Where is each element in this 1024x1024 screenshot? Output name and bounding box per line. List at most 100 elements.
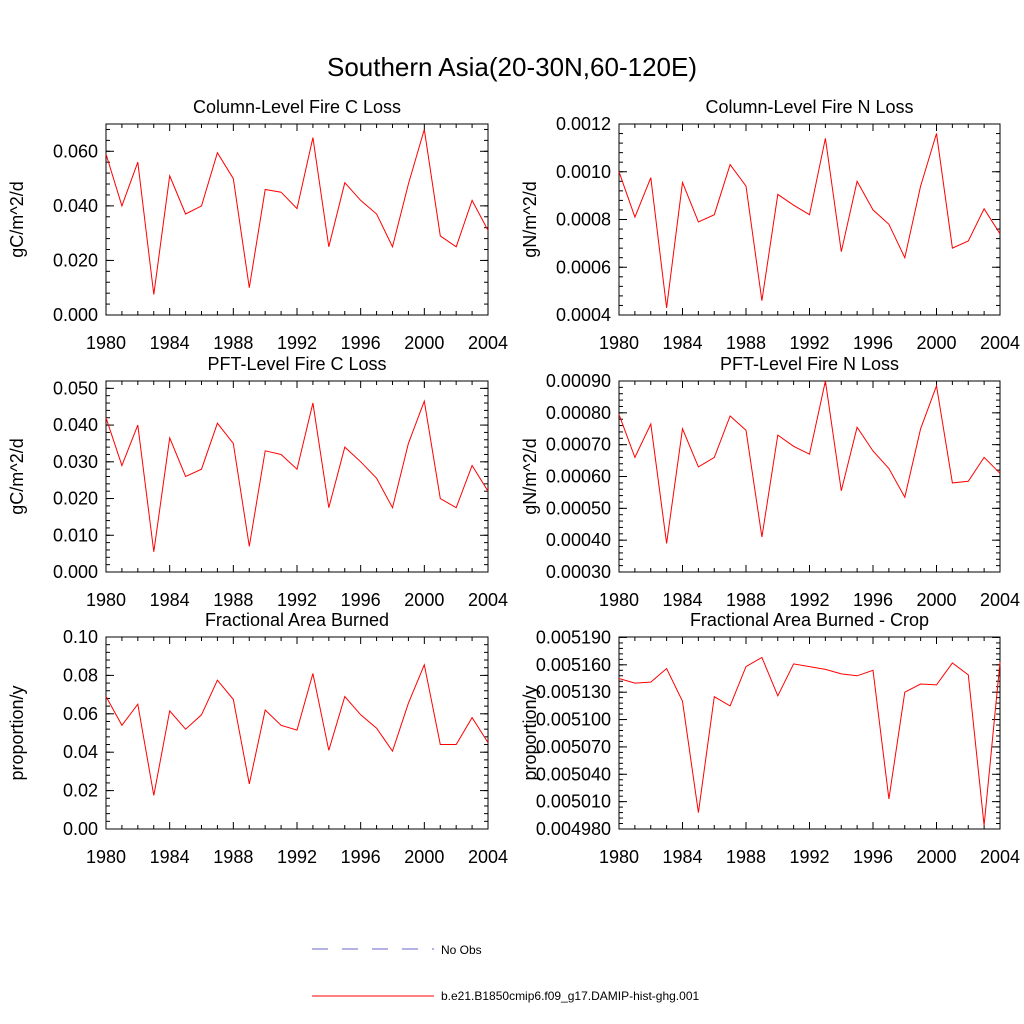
x-tick-label: 1988 <box>726 847 766 867</box>
x-tick-label: 2004 <box>980 590 1020 610</box>
y-axis-label: gC/m^2/d <box>7 181 27 257</box>
y-tick-label: 0.020 <box>53 489 98 509</box>
panel-title: Column-Level Fire C Loss <box>193 97 401 117</box>
y-tick-label: 0.010 <box>53 525 98 545</box>
y-tick-label: 0.06 <box>63 704 98 724</box>
plot-frame <box>618 123 1001 316</box>
chart-panel-3: PFT-Level Fire C Loss gC/m^2/d 1980 1984 198… <box>7 354 508 610</box>
x-tick-label: 1988 <box>213 333 253 353</box>
y-tick-label: 0.050 <box>53 378 98 398</box>
series-line <box>105 399 489 552</box>
x-tick-label: 2000 <box>404 333 444 353</box>
x-tick-label: 1992 <box>277 847 317 867</box>
y-axis-label: gN/m^2/d <box>520 181 540 257</box>
x-tick-label: 2000 <box>916 333 956 353</box>
x-tick-label: 1996 <box>853 847 893 867</box>
x-tick-label: 1984 <box>662 333 702 353</box>
y-tick-label: 0.00040 <box>546 530 611 550</box>
x-tick-label: 1992 <box>789 333 829 353</box>
y-tick-label: 0.005010 <box>536 792 611 812</box>
x-tick-label: 1980 <box>86 590 126 610</box>
y-tick-label: 0.030 <box>53 452 98 472</box>
x-tick-label: 1988 <box>213 590 253 610</box>
x-tick-label: 2000 <box>404 847 444 867</box>
chart-panel-4: PFT-Level Fire N Loss gN/m^2/d 1980 1984 198… <box>520 354 1020 610</box>
x-tick-label: 2004 <box>980 333 1020 353</box>
y-axis-label: proportion/y <box>7 685 27 780</box>
y-tick-label: 0.0010 <box>556 162 611 182</box>
series-line <box>618 656 1001 826</box>
y-tick-label: 0.00 <box>63 819 98 839</box>
x-tick-label: 1992 <box>789 847 829 867</box>
plot-frame <box>105 636 489 830</box>
legend-label-no-obs: No Obs <box>441 943 482 957</box>
x-tick-label: 2004 <box>980 847 1020 867</box>
x-tick-label: 1984 <box>662 590 702 610</box>
y-tick-label: 0.020 <box>53 250 98 270</box>
x-tick-label: 1984 <box>150 590 190 610</box>
y-tick-label: 0.00090 <box>546 371 611 391</box>
y-tick-label: 0.005070 <box>536 737 611 757</box>
chart-panel-6: Fractional Area Burned - Crop proportion/… <box>520 610 1020 867</box>
y-tick-label: 0.005100 <box>536 710 611 730</box>
x-tick-label: 1988 <box>726 590 766 610</box>
x-tick-label: 2000 <box>916 590 956 610</box>
x-tick-label: 2004 <box>468 333 508 353</box>
panel-title: Column-Level Fire N Loss <box>705 97 913 117</box>
panel-title: PFT-Level Fire N Loss <box>720 354 899 374</box>
panel-title: Fractional Area Burned <box>205 610 389 630</box>
x-tick-label: 2000 <box>404 590 444 610</box>
y-tick-label: 0.10 <box>63 627 98 647</box>
y-tick-label: 0.02 <box>63 781 98 801</box>
y-tick-label: 0.005130 <box>536 682 611 702</box>
y-tick-label: 0.000 <box>53 562 98 582</box>
x-tick-label: 1988 <box>726 333 766 353</box>
panel-title: PFT-Level Fire C Loss <box>207 354 386 374</box>
y-axis-label: gC/m^2/d <box>7 438 27 514</box>
panel-title: Fractional Area Burned - Crop <box>690 610 929 630</box>
y-tick-label: 0.00060 <box>546 467 611 487</box>
x-tick-label: 1984 <box>150 847 190 867</box>
y-axis-label: proportion/y <box>520 685 540 780</box>
x-tick-label: 1980 <box>599 847 639 867</box>
x-tick-label: 2004 <box>468 847 508 867</box>
x-tick-label: 1996 <box>853 590 893 610</box>
x-tick-label: 1988 <box>213 847 253 867</box>
x-tick-label: 1996 <box>341 333 381 353</box>
x-tick-label: 1996 <box>341 847 381 867</box>
x-tick-label: 1984 <box>150 333 190 353</box>
y-tick-label: 0.005190 <box>536 627 611 647</box>
y-tick-label: 0.00050 <box>546 498 611 518</box>
y-tick-label: 0.000 <box>53 305 98 325</box>
x-tick-label: 1980 <box>599 590 639 610</box>
y-tick-label: 0.060 <box>53 141 98 161</box>
x-tick-label: 1992 <box>277 333 317 353</box>
x-tick-label: 2004 <box>468 590 508 610</box>
x-tick-label: 1984 <box>662 847 702 867</box>
y-tick-label: 0.005160 <box>536 655 611 675</box>
x-tick-label: 2000 <box>916 847 956 867</box>
x-tick-label: 1996 <box>853 333 893 353</box>
series-line <box>618 133 1001 308</box>
chart-panel-1: Column-Level Fire C Loss gC/m^2/d 1980 1984… <box>7 97 508 353</box>
y-tick-label: 0.00030 <box>546 562 611 582</box>
y-tick-label: 0.005040 <box>536 764 611 784</box>
chart-panels: Column-Level Fire C Loss gC/m^2/d 1980 1984… <box>7 97 1020 867</box>
y-tick-label: 0.040 <box>53 196 98 216</box>
chart-panel-2: Column-Level Fire N Loss gN/m^2/d 1980 1984… <box>520 97 1020 353</box>
y-tick-label: 0.004980 <box>536 819 611 839</box>
plot-frame <box>618 636 1001 830</box>
plot-frame <box>105 123 489 316</box>
y-tick-label: 0.08 <box>63 665 98 685</box>
y-tick-label: 0.00070 <box>546 435 611 455</box>
plot-frame <box>105 380 489 573</box>
y-tick-label: 0.00080 <box>546 403 611 423</box>
x-tick-label: 1992 <box>789 590 829 610</box>
x-tick-label: 1980 <box>86 333 126 353</box>
y-tick-label: 0.0006 <box>556 257 611 277</box>
chart-panel-5: Fractional Area Burned proportion/y 1980 19… <box>7 610 508 867</box>
series-line <box>105 663 489 796</box>
legend: No Obs b.e21.B1850cmip6.f09_g17.DAMIP-hi… <box>312 943 699 1003</box>
y-axis-label: gN/m^2/d <box>520 438 540 514</box>
